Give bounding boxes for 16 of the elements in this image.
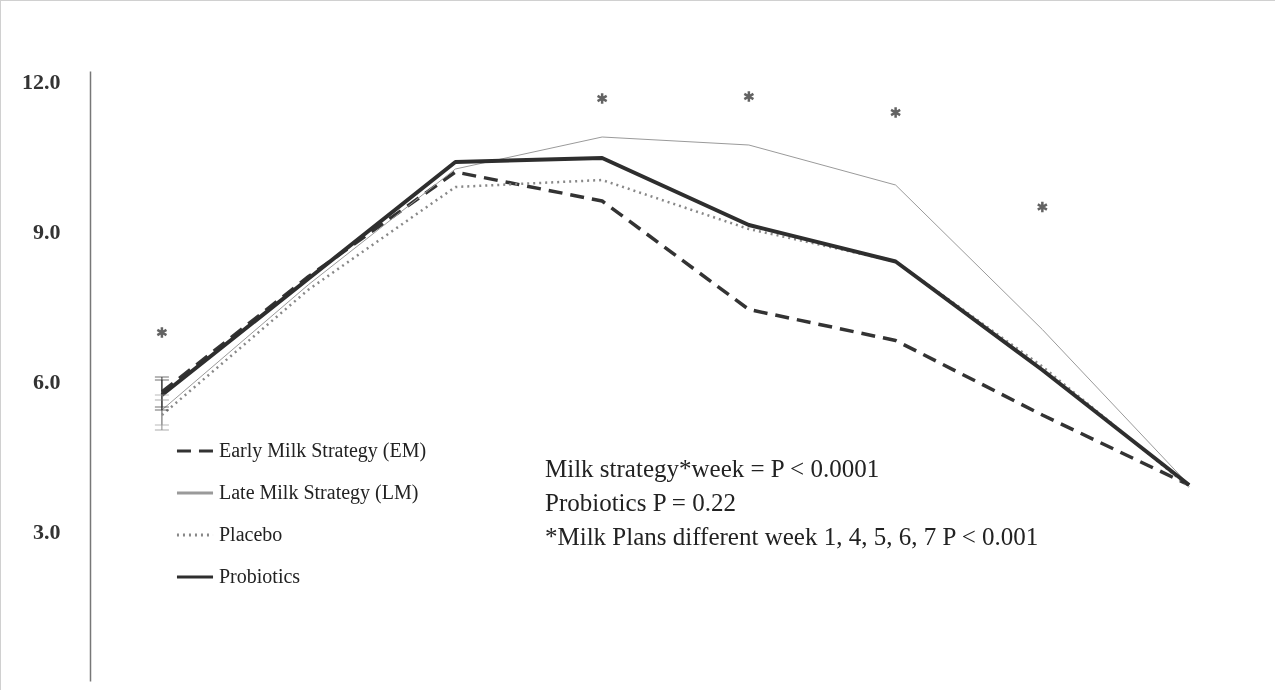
y-tick-label: 3.0 [33, 518, 61, 544]
point [156, 326, 168, 339]
y-tick-label: 9.0 [33, 218, 61, 244]
legend-label: Placebo [219, 523, 283, 545]
annotation: *Milk Plans different week 1, 4, 5, 6, 7 P < 0.001 [545, 523, 1039, 550]
legend-label: Late Milk Strategy (LM) [219, 481, 419, 504]
legend-label: Early Milk Strategy (EM) [219, 439, 427, 462]
point [743, 90, 755, 103]
point [1036, 200, 1049, 214]
legend-label: Probiotics [219, 565, 301, 587]
y-tick-label: 12.0 [22, 68, 61, 94]
point [889, 106, 902, 119]
y-tick-label: 6.0 [33, 368, 61, 394]
annotation: Milk strategy*week = P < 0.0001 [545, 455, 880, 482]
point [596, 92, 608, 105]
annotation: Probiotics P = 0.22 [545, 489, 736, 516]
